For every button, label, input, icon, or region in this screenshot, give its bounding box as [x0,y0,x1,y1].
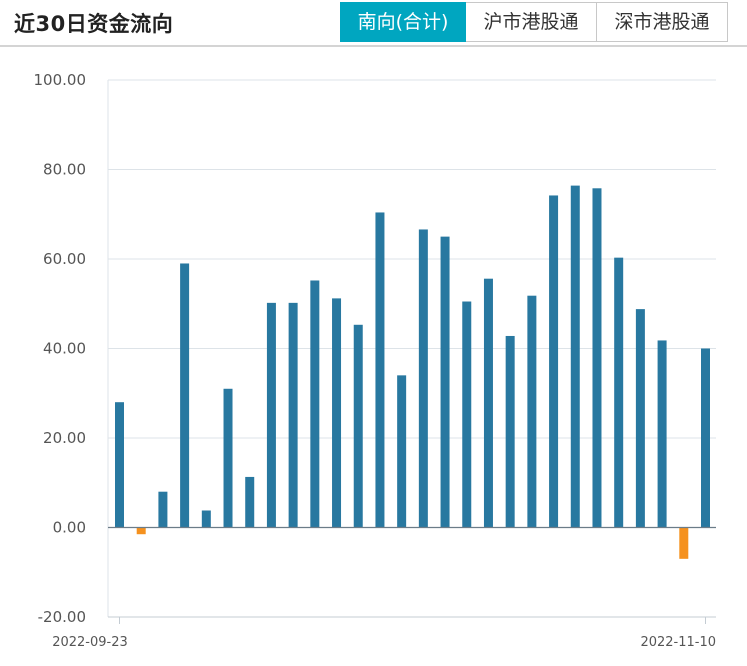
bar [614,257,624,528]
bar [375,212,385,528]
bar [592,188,602,528]
bar [180,263,190,528]
y-tick-label: 80.00 [43,161,86,179]
y-tick-label: 60.00 [43,250,86,268]
y-tick-label: 20.00 [43,429,86,447]
x-tick-label: 2022-11-10 [640,635,716,650]
bar [679,527,689,559]
bar [245,476,255,528]
bar [158,491,168,528]
y-tick-label: 0.00 [53,519,86,537]
bar [657,340,667,528]
bar [136,527,146,535]
bar [462,301,472,528]
bar [332,298,342,528]
y-tick-label: 40.00 [43,340,86,358]
bar [483,278,493,528]
y-tick-label: -20.00 [38,608,86,626]
tab-group: 南向(合计) 沪市港股通 深市港股通 [340,2,728,42]
bar [223,388,233,528]
tab-shenzhen-connect[interactable]: 深市港股通 [597,2,728,42]
tab-southbound-total[interactable]: 南向(合计) [340,2,466,42]
bar [701,348,710,528]
page-title: 近30日资金流向 [14,12,174,36]
bar [635,309,645,528]
bar [418,229,428,528]
bar [570,185,580,528]
header-bar: 近30日资金流向 南向(合计) 沪市港股通 深市港股通 [0,0,747,47]
bar [505,335,515,528]
tab-shanghai-connect[interactable]: 沪市港股通 [466,2,597,42]
bar [310,280,320,528]
bar [353,324,363,528]
bar [288,302,298,528]
x-tick-label: 2022-09-23 [52,635,128,650]
bar [115,402,124,528]
bar [527,295,537,528]
bar [266,302,276,528]
bar [549,195,559,528]
y-tick-label: 100.00 [34,71,87,89]
bar [397,375,407,528]
bar [201,510,211,528]
bar [440,236,450,528]
